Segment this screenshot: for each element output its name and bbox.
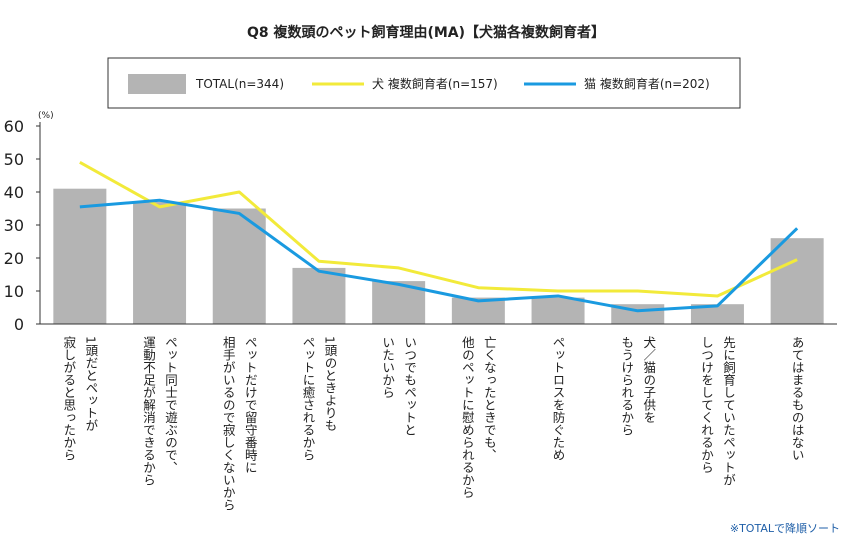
line bbox=[79, 160, 798, 298]
bar bbox=[292, 267, 346, 324]
x-tick-label: 他のペットに慰められるから bbox=[460, 336, 475, 499]
legend-label: 猫 複数飼育者(n=202) bbox=[584, 76, 710, 91]
line bbox=[79, 198, 799, 313]
y-unit: (%) bbox=[38, 111, 54, 121]
x-tick-label: 運動不足が解消できるから bbox=[141, 336, 156, 486]
x-tick-label: ペット同士で遊ぶので、 bbox=[163, 336, 178, 474]
x-tick-label: ペットロスを防ぐため bbox=[551, 336, 566, 461]
x-tick-label: ペットに癒されるから bbox=[300, 336, 315, 461]
x-tick-label: あてはまるものはない bbox=[790, 336, 805, 461]
x-tick-label: もうけられるから bbox=[619, 336, 634, 436]
x-tick-label: 先に飼育していたペットが bbox=[721, 336, 736, 486]
chart-title: Q8 複数頭のペット飼育理由(MA)【犬猫各複数飼育者】 bbox=[247, 24, 605, 41]
y-tick-label: 0 bbox=[14, 315, 24, 334]
x-tick-label: 犬／猫の子供を bbox=[641, 336, 656, 424]
legend-swatch bbox=[128, 74, 186, 94]
legend-label: TOTAL(n=344) bbox=[195, 77, 284, 91]
x-tick-label: ペットだけで留守番時に bbox=[243, 336, 258, 474]
bar bbox=[770, 238, 824, 324]
y-tick-label: 20 bbox=[4, 249, 24, 268]
bar bbox=[531, 297, 585, 324]
x-tick-label: 1頭のときよりも bbox=[322, 336, 337, 431]
x-tick-label: いつでもペットと bbox=[402, 336, 417, 436]
x-tick-label: 亡くなったときでも、 bbox=[482, 336, 497, 461]
bar bbox=[690, 304, 744, 324]
note: ※TOTALで降順ソート bbox=[730, 521, 840, 535]
x-tick-label: 寂しがると思ったから bbox=[61, 335, 76, 461]
y-tick-label: 40 bbox=[4, 183, 24, 202]
y-tick-label: 60 bbox=[4, 117, 24, 136]
x-tick-label: いたいから bbox=[380, 336, 395, 399]
legend-box bbox=[107, 57, 741, 109]
y-tick-label: 30 bbox=[4, 216, 24, 235]
x-tick-label: 1頭だとペットが bbox=[83, 336, 98, 431]
bar bbox=[133, 201, 187, 324]
legend-label: 犬 複数飼育者(n=157) bbox=[372, 76, 498, 91]
y-tick-label: 10 bbox=[4, 282, 24, 301]
x-tick-label: しつけをしてくれるから bbox=[699, 336, 714, 474]
x-tick-label: 相手がいるので寂しくないから bbox=[221, 336, 236, 511]
y-tick-label: 50 bbox=[4, 150, 24, 169]
bar bbox=[53, 188, 107, 324]
